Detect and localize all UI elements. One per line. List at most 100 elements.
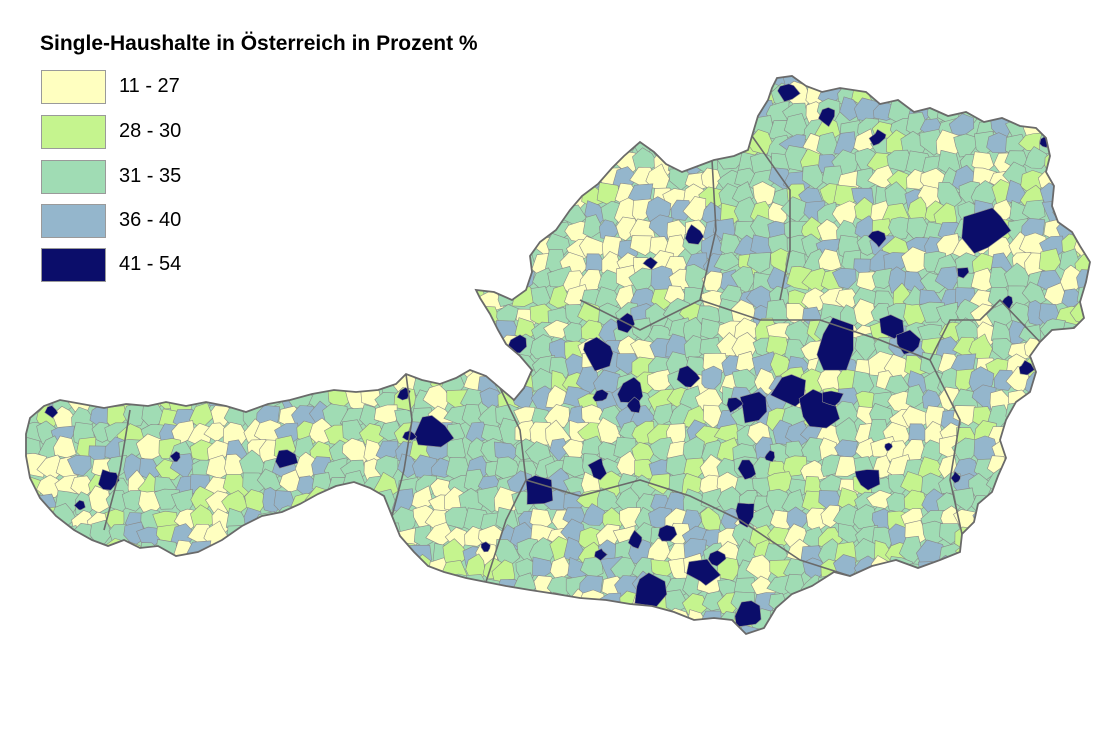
municipality-area: [3, 120, 25, 145]
municipality-area: [26, 539, 30, 564]
municipality-area: [476, 250, 503, 275]
municipality-area: [140, 337, 168, 365]
municipality-area: [58, 574, 80, 598]
municipality-area: [26, 420, 28, 445]
municipality-area: [1043, 372, 1067, 398]
municipality-area: [358, 81, 388, 103]
municipality-area: [1025, 574, 1048, 599]
municipality-area: [788, 625, 814, 634]
municipality-area: [393, 162, 421, 187]
municipality-area: [545, 181, 571, 207]
municipality-area: [1076, 149, 1090, 175]
high-share-area: [684, 224, 704, 245]
municipality-area: [428, 76, 454, 91]
high-share-area: [587, 457, 608, 481]
municipality-area: [427, 592, 457, 617]
municipality-area: [818, 574, 843, 598]
municipality-area: [1069, 557, 1090, 587]
municipality-area: [867, 574, 894, 598]
municipality-area: [989, 593, 1009, 618]
municipality-area: [734, 624, 761, 634]
municipality-area: [478, 97, 510, 125]
high-share-area: [867, 230, 887, 248]
municipality-area: [1053, 469, 1081, 496]
municipality-area: [1056, 180, 1079, 207]
municipality-area: [547, 132, 573, 156]
municipality-area: [360, 116, 383, 141]
municipality-area: [803, 608, 831, 634]
municipality-area: [360, 287, 383, 311]
municipality-area: [580, 133, 603, 156]
municipality-area: [580, 101, 604, 125]
municipality-area: [26, 358, 46, 382]
municipality-area: [210, 544, 236, 562]
municipality-area: [1021, 52, 1043, 72]
municipality-area: [429, 134, 452, 162]
municipality-area: [532, 76, 559, 91]
municipality-area: [26, 96, 30, 123]
municipality-area: [203, 422, 230, 443]
municipality-area: [628, 48, 653, 74]
municipality-area: [292, 524, 320, 544]
municipality-area: [206, 338, 230, 362]
municipality-area: [154, 315, 181, 343]
municipality-area: [240, 553, 265, 580]
municipality-area: [124, 596, 153, 619]
municipality-area: [1006, 456, 1029, 481]
municipality-area: [954, 590, 978, 615]
municipality-area: [801, 164, 826, 190]
municipality-area: [411, 615, 433, 634]
high-share-area: [508, 334, 527, 354]
municipality-area: [74, 283, 98, 309]
municipality-area: [88, 284, 115, 310]
municipality-area: [975, 573, 997, 597]
municipality-area: [26, 186, 29, 211]
municipality-area: [52, 552, 80, 580]
municipality-area: [222, 613, 248, 634]
municipality-area: [1, 288, 24, 312]
municipality-area: [1023, 488, 1047, 510]
municipality-area: [1075, 441, 1090, 468]
municipality-area: [852, 591, 879, 616]
municipality-area: [666, 96, 692, 122]
municipality-area: [394, 76, 420, 88]
municipality-area: [448, 76, 474, 95]
municipality-area: [716, 76, 741, 93]
municipality-area: [600, 44, 625, 69]
municipality-area: [900, 76, 925, 88]
municipality-area: [704, 130, 728, 157]
municipality-area: [921, 574, 947, 598]
municipality-area: [617, 76, 639, 92]
municipality-area: [226, 625, 252, 634]
municipality-area: [514, 198, 539, 226]
municipality-area: [1041, 353, 1066, 379]
municipality-area: [1024, 146, 1050, 169]
municipality-area: [1069, 422, 1090, 444]
municipality-area: [885, 608, 909, 629]
municipality-area: [253, 319, 279, 339]
municipality-area: [205, 367, 233, 393]
municipality-area: [92, 304, 115, 327]
municipality-area: [394, 150, 420, 174]
municipality-area: [854, 332, 878, 362]
municipality-area: [461, 168, 487, 195]
municipality-area: [89, 334, 115, 358]
municipality-area: [296, 337, 318, 361]
municipality-area: [1069, 455, 1090, 481]
municipality-area: [1, 523, 24, 545]
municipality-area: [510, 592, 535, 618]
municipality-area: [373, 595, 398, 616]
municipality-area: [491, 76, 518, 90]
municipality-area: [379, 522, 402, 548]
municipality-area: [1023, 78, 1048, 103]
municipality-area: [1059, 594, 1085, 618]
municipality-area: [190, 555, 211, 581]
municipality-area: [850, 48, 879, 70]
municipality-area: [1036, 101, 1065, 123]
municipality-area: [170, 316, 197, 345]
municipality-area: [904, 605, 929, 630]
municipality-area: [342, 284, 369, 308]
municipality-area: [1022, 624, 1051, 634]
municipality-area: [33, 555, 62, 583]
